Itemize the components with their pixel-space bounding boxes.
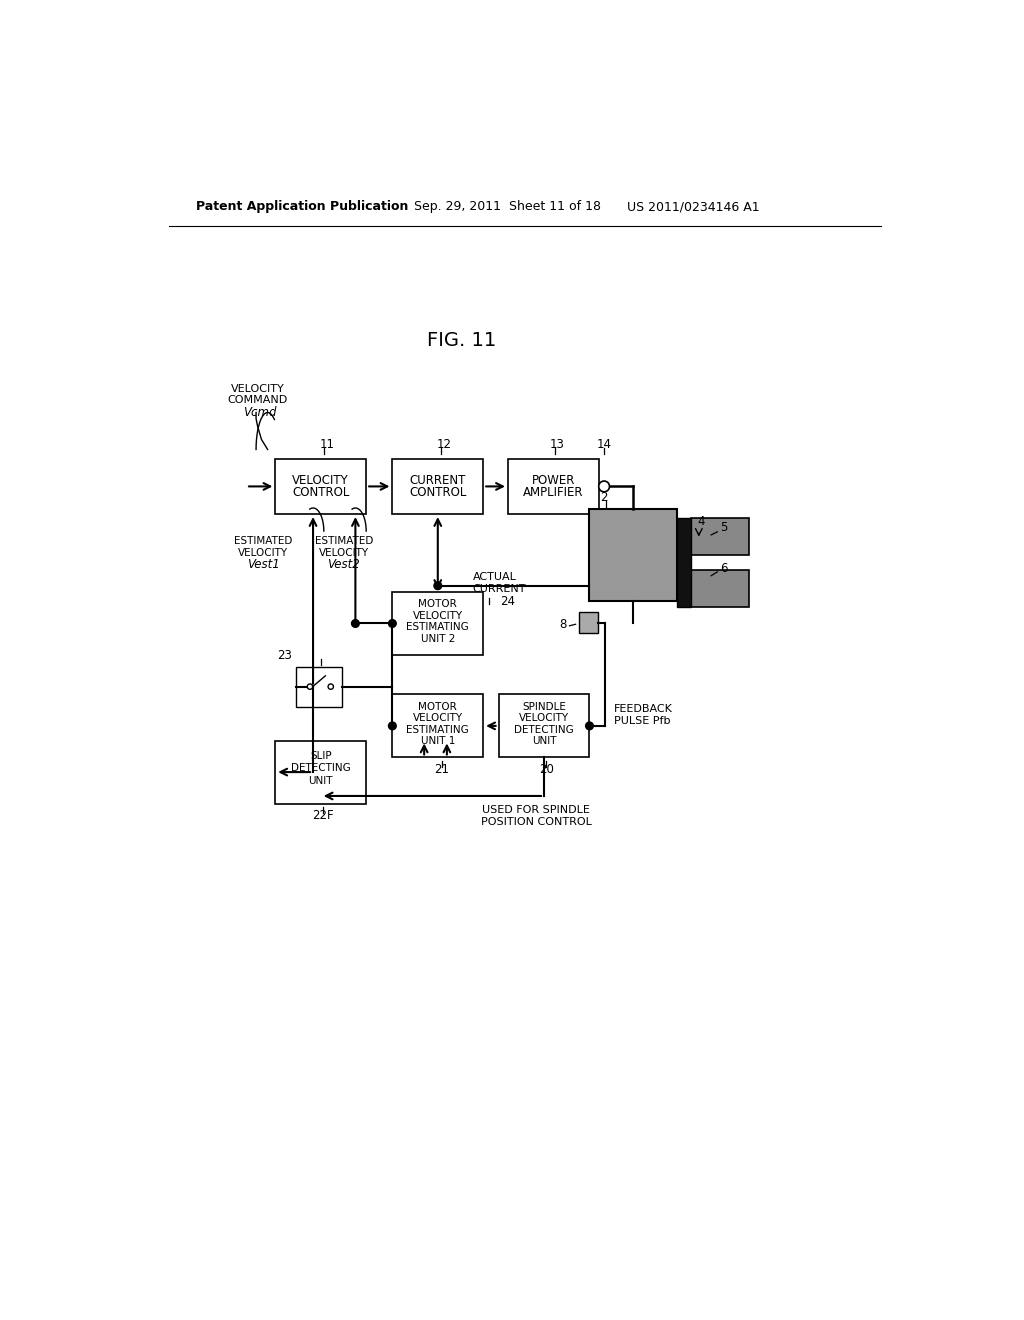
Text: CONTROL: CONTROL xyxy=(410,486,467,499)
Text: AMPLIFIER: AMPLIFIER xyxy=(523,486,584,499)
Bar xyxy=(392,694,483,758)
Bar xyxy=(275,741,367,804)
Text: 22F: 22F xyxy=(312,809,334,822)
Text: 12: 12 xyxy=(436,438,452,451)
Text: POSITION CONTROL: POSITION CONTROL xyxy=(481,817,592,828)
Text: VELOCITY: VELOCITY xyxy=(413,713,463,723)
Text: 21: 21 xyxy=(434,763,450,776)
Text: UNIT: UNIT xyxy=(308,776,333,785)
Text: VELOCITY: VELOCITY xyxy=(318,548,369,557)
Text: VELOCITY: VELOCITY xyxy=(238,548,288,557)
Bar xyxy=(691,570,749,607)
Circle shape xyxy=(351,619,359,627)
Text: UNIT 2: UNIT 2 xyxy=(421,634,455,644)
Text: UNIT: UNIT xyxy=(531,737,556,746)
Text: VELOCITY: VELOCITY xyxy=(230,384,285,395)
Text: 23: 23 xyxy=(278,649,292,663)
Text: VELOCITY: VELOCITY xyxy=(413,611,463,620)
Text: Vest1: Vest1 xyxy=(247,558,280,572)
Bar xyxy=(499,694,590,758)
Bar xyxy=(275,459,367,513)
Text: ESTIMATED: ESTIMATED xyxy=(233,536,292,546)
Bar xyxy=(508,459,599,513)
Circle shape xyxy=(328,684,334,689)
Bar xyxy=(296,667,342,706)
Text: PULSE Pfb: PULSE Pfb xyxy=(614,717,671,726)
Text: 4: 4 xyxy=(697,515,705,528)
Text: 20: 20 xyxy=(539,763,554,776)
Text: 14: 14 xyxy=(597,438,611,451)
Text: ACTUAL: ACTUAL xyxy=(472,572,516,582)
Bar xyxy=(691,517,749,554)
Text: CURRENT: CURRENT xyxy=(410,474,466,487)
Text: CONTROL: CONTROL xyxy=(292,486,349,499)
Text: DETECTING: DETECTING xyxy=(291,763,350,774)
Circle shape xyxy=(307,684,312,689)
Text: Sep. 29, 2011  Sheet 11 of 18: Sep. 29, 2011 Sheet 11 of 18 xyxy=(414,201,601,214)
Text: COMMAND: COMMAND xyxy=(227,395,288,405)
Bar xyxy=(589,508,677,601)
Text: MOTOR: MOTOR xyxy=(419,599,457,610)
Text: Vcmd: Vcmd xyxy=(243,407,276,418)
Circle shape xyxy=(586,722,593,730)
Text: ESTIMATING: ESTIMATING xyxy=(407,725,469,735)
Circle shape xyxy=(434,582,441,590)
Bar xyxy=(579,612,598,634)
Text: CURRENT: CURRENT xyxy=(472,583,526,594)
Text: 5: 5 xyxy=(720,520,728,533)
Text: 8: 8 xyxy=(559,618,566,631)
Text: MOTOR: MOTOR xyxy=(419,702,457,711)
Text: ESTIMATED: ESTIMATED xyxy=(314,536,373,546)
Text: POWER: POWER xyxy=(531,474,575,487)
Text: ESTIMATING: ESTIMATING xyxy=(407,622,469,632)
Text: UNIT 1: UNIT 1 xyxy=(421,737,455,746)
Text: FIG. 11: FIG. 11 xyxy=(427,331,497,350)
Circle shape xyxy=(599,480,609,492)
Text: 24: 24 xyxy=(500,594,515,607)
Text: SPINDLE: SPINDLE xyxy=(522,702,566,711)
Text: FEEDBACK: FEEDBACK xyxy=(614,704,673,714)
Text: 11: 11 xyxy=(319,438,335,451)
Bar xyxy=(392,459,483,513)
Bar xyxy=(392,591,483,655)
Text: USED FOR SPINDLE: USED FOR SPINDLE xyxy=(482,805,590,814)
Bar xyxy=(677,517,691,607)
Circle shape xyxy=(388,619,396,627)
Text: VELOCITY: VELOCITY xyxy=(293,474,349,487)
Text: 13: 13 xyxy=(550,438,564,451)
Circle shape xyxy=(388,722,396,730)
Text: SLIP: SLIP xyxy=(310,751,332,760)
Text: DETECTING: DETECTING xyxy=(514,725,573,735)
Text: US 2011/0234146 A1: US 2011/0234146 A1 xyxy=(628,201,760,214)
Text: 6: 6 xyxy=(720,561,728,574)
Text: Vest2: Vest2 xyxy=(328,558,360,572)
Text: 2: 2 xyxy=(600,491,608,504)
Text: Patent Application Publication: Patent Application Publication xyxy=(196,201,409,214)
Text: VELOCITY: VELOCITY xyxy=(519,713,569,723)
